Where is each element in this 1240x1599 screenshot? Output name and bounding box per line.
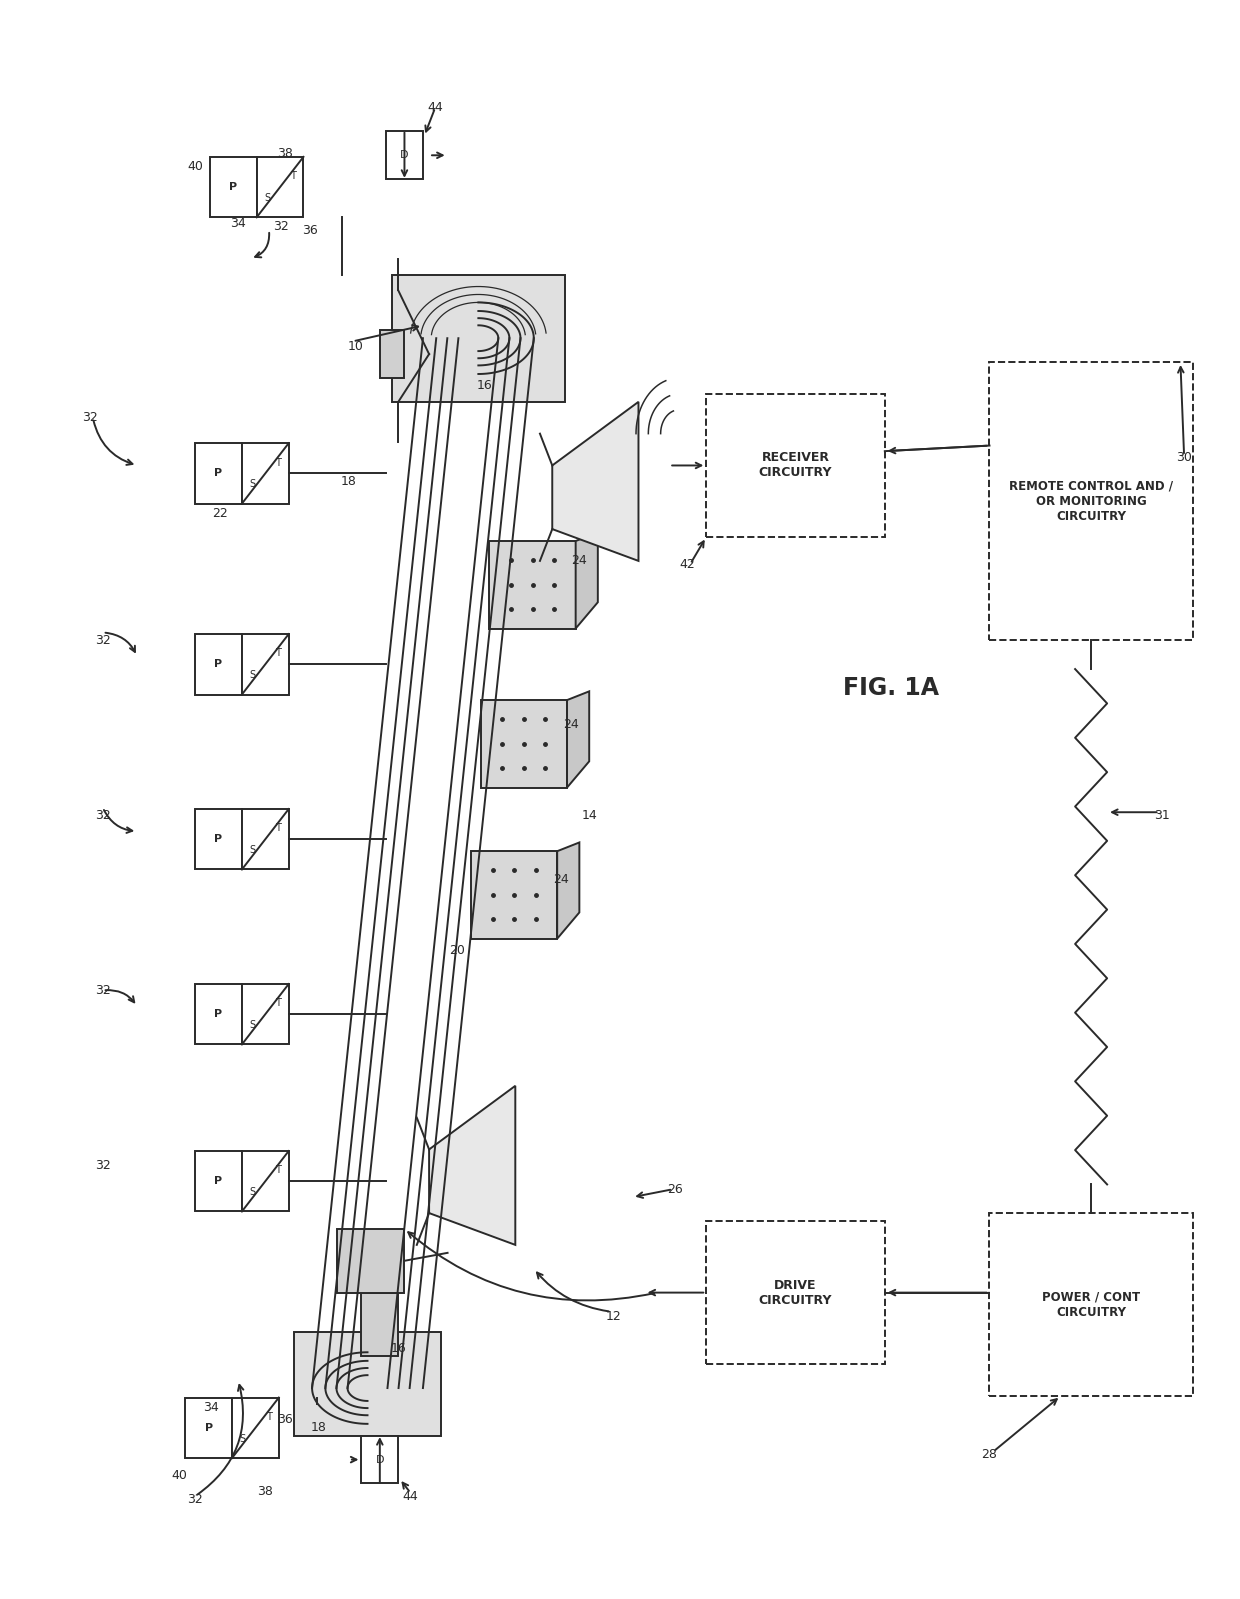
Text: REMOTE CONTROL AND /
OR MONITORING
CIRCUITRY: REMOTE CONTROL AND / OR MONITORING CIRCU… [1009,480,1173,523]
Text: T: T [275,823,281,833]
Text: 32: 32 [187,1493,203,1506]
Bar [392,275,564,401]
Text: 18: 18 [310,1422,326,1434]
Text: 16: 16 [476,379,492,392]
Text: S: S [249,480,255,489]
Text: S: S [239,1434,246,1444]
Bar [707,1222,885,1364]
Bar [361,1436,398,1484]
Text: 42: 42 [680,558,696,571]
Text: P: P [215,835,222,844]
Text: T: T [275,1166,281,1175]
Text: T: T [275,998,281,1009]
Bar [232,1398,279,1458]
Text: 32: 32 [273,221,289,233]
Bar [337,1230,404,1292]
Bar [707,393,885,537]
Text: DRIVE
CIRCUITRY: DRIVE CIRCUITRY [759,1279,832,1306]
Text: 18: 18 [341,475,357,488]
Text: D: D [376,1455,384,1465]
Polygon shape [429,1086,516,1246]
Text: P: P [205,1423,213,1433]
Text: 36: 36 [277,1414,293,1426]
Text: 38: 38 [258,1485,273,1498]
Bar [361,1292,398,1356]
Text: 32: 32 [94,983,110,996]
Text: 32: 32 [94,1159,110,1172]
Bar [294,1332,441,1436]
Bar [490,540,575,628]
Text: 44: 44 [403,1490,418,1503]
Text: D: D [401,150,409,160]
Text: 28: 28 [982,1449,997,1461]
Text: 26: 26 [667,1183,683,1196]
Text: 40: 40 [171,1469,187,1482]
Text: 14: 14 [582,809,598,822]
Text: P: P [215,1009,222,1019]
Bar [195,443,242,504]
Bar [242,983,289,1044]
Bar [990,1214,1193,1396]
Text: 22: 22 [212,507,228,520]
Bar [242,443,289,504]
Text: 36: 36 [301,224,317,237]
Bar [195,983,242,1044]
Text: T: T [275,649,281,659]
Bar [990,361,1193,641]
Text: 10: 10 [347,339,363,353]
Bar [379,331,404,377]
Text: P: P [215,659,222,670]
Bar [481,700,567,788]
Text: P: P [215,1177,222,1186]
Text: S: S [249,670,255,680]
Text: 16: 16 [391,1342,407,1354]
Text: FIG. 1A: FIG. 1A [843,676,939,700]
Text: P: P [215,469,222,478]
Bar [242,635,289,694]
Text: 20: 20 [449,943,465,958]
Polygon shape [575,532,598,628]
Text: 24: 24 [553,873,569,886]
Bar [242,1151,289,1212]
Polygon shape [567,691,589,788]
Text: 31: 31 [1154,809,1169,822]
Text: 34: 34 [231,217,246,230]
Text: 32: 32 [94,633,110,648]
Text: T: T [290,171,296,181]
Text: 34: 34 [203,1401,219,1414]
Text: T: T [275,457,281,467]
Bar [257,157,304,217]
Text: RECEIVER
CIRCUITRY: RECEIVER CIRCUITRY [759,451,832,480]
Text: 12: 12 [606,1310,621,1322]
Bar [386,131,423,179]
Text: POWER / CONT
CIRCUITRY: POWER / CONT CIRCUITRY [1042,1290,1140,1319]
Text: 30: 30 [1177,451,1192,464]
Text: 40: 40 [187,160,203,173]
Text: 32: 32 [94,809,110,822]
Text: S: S [264,193,270,203]
Text: 24: 24 [563,718,579,731]
Text: 44: 44 [428,101,443,114]
Bar [195,809,242,870]
Bar [242,809,289,870]
Bar [471,851,557,939]
Bar [210,157,257,217]
Bar [195,635,242,694]
Text: P: P [229,182,237,192]
Text: S: S [249,846,255,855]
Polygon shape [557,843,579,939]
Text: 38: 38 [277,147,293,160]
Text: 24: 24 [572,555,588,568]
Bar [185,1398,232,1458]
Text: S: S [249,1186,255,1198]
Text: T: T [265,1412,272,1422]
Text: 32: 32 [83,411,98,424]
Polygon shape [552,401,639,561]
Text: S: S [249,1020,255,1030]
Bar [195,1151,242,1212]
